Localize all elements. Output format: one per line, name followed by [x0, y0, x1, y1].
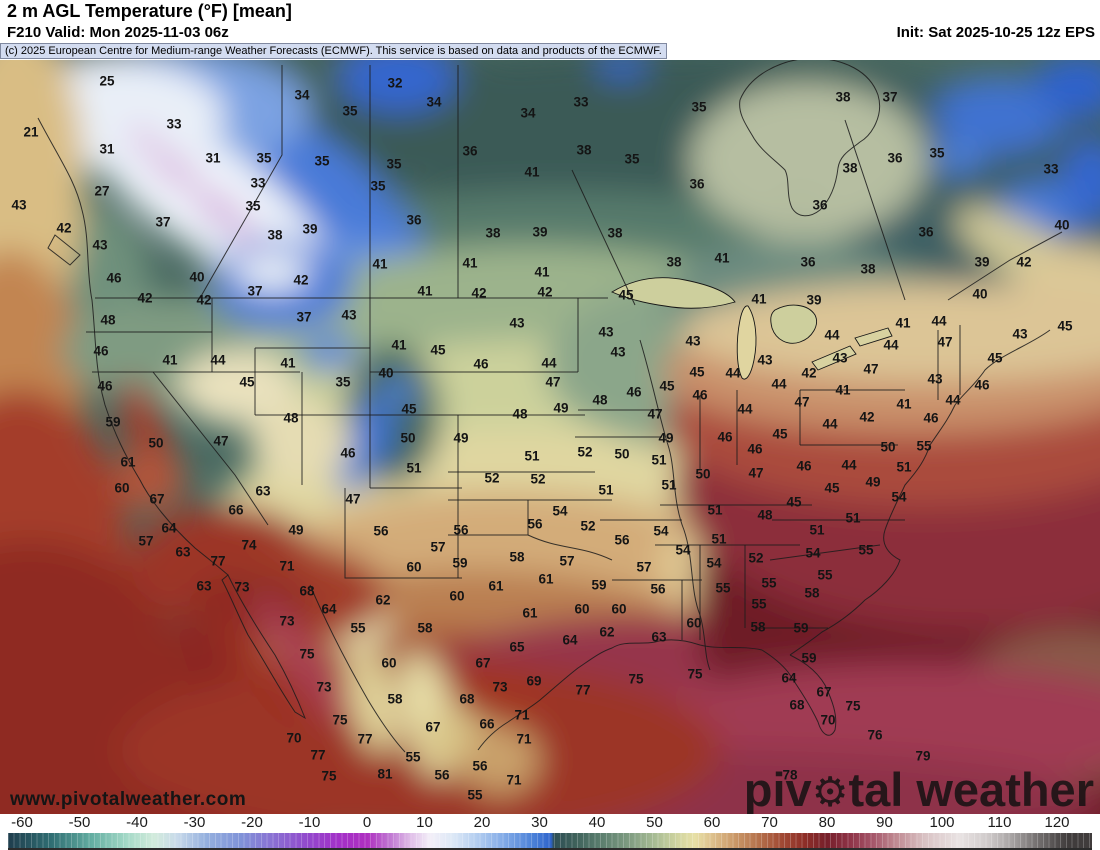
init-time-label: Init: Sat 2025-10-25 12z EPS [896, 24, 1095, 41]
pivotal-weather-watermark: piv⚙tal weather [743, 763, 1094, 815]
great-lakes [611, 277, 893, 380]
colorbar-tick-label: 110 [987, 814, 1012, 831]
colorbar-tick-label: 10 [416, 814, 433, 831]
valid-time-label: F210 Valid: Mon 2025-11-03 06z [7, 24, 229, 41]
colorbar-tick-label: -50 [68, 814, 91, 831]
colorbar-tick-label: 0 [362, 814, 372, 831]
border-lines [37, 60, 1063, 753]
ecmwf-attribution: (c) 2025 European Centre for Medium-rang… [0, 43, 667, 59]
colorbar-tick-label: 30 [531, 814, 548, 831]
page-title: 2 m AGL Temperature (°F) [mean] [7, 1, 292, 21]
colorbar-tick-label: -40 [126, 814, 148, 831]
colorbar-tick-label: -10 [298, 814, 321, 831]
colorbar-area: -60 -50 -40 -30 -20 -10 0 10 20 30 40 50 60 70 80 90 100… [0, 814, 1100, 850]
colorbar-tick-label: 90 [876, 814, 893, 831]
colorbar-tick-label: 80 [818, 814, 836, 831]
header: 2 m AGL Temperature (°F) [mean] F210 Val… [0, 0, 1100, 60]
colorbar-tick-label: 20 [473, 814, 491, 831]
colorbar-tick-label: 70 [761, 814, 778, 831]
colorbar-gradient [8, 833, 1092, 850]
colorbar-tick-label: -30 [183, 814, 206, 831]
temperature-field [0, 60, 1100, 814]
colorbar-tick-label: 100 [929, 814, 955, 831]
colorbar-tick-label: 40 [588, 814, 606, 831]
colorbar-tick-label: 120 [1044, 814, 1070, 831]
colorbar-segments [8, 833, 1092, 848]
watermark-text-left: piv [743, 763, 812, 815]
colorbar-tick-label: 60 [703, 814, 721, 831]
colorbar-tick-label: -60 [11, 814, 33, 831]
gear-icon: ⚙ [811, 769, 849, 814]
watermark-text-right: tal weather [848, 763, 1094, 815]
map-canvas[interactable]: 25 34 35 33 21 31 31 35 35 27 33 35 43 42 37 38 39 43 46 40… [0, 60, 1100, 814]
colorbar-tick-label: -20 [241, 814, 263, 831]
colorbar-tick-label: 50 [646, 814, 663, 831]
website-url[interactable]: www.pivotalweather.com [10, 789, 247, 810]
